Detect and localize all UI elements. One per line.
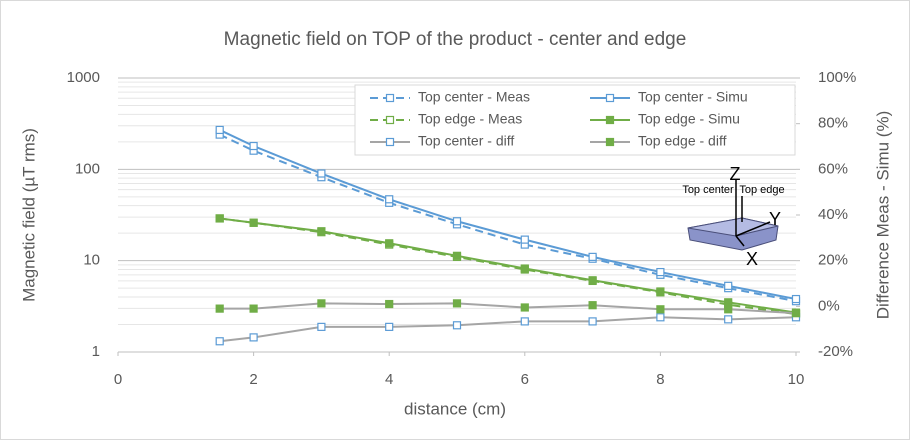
marker [657,269,664,276]
legend-marker [607,95,614,102]
marker [589,302,596,309]
y-axis-title: Magnetic field (µT rms) [19,128,38,302]
marker [216,305,223,312]
marker [216,215,223,222]
marker [793,310,800,317]
marker [725,282,732,289]
legend-marker [387,139,394,146]
marker [521,304,528,311]
chart-title: Magnetic field on TOP of the product - c… [224,29,687,50]
marker [725,299,732,306]
y2-tick-label: -20% [818,343,853,360]
marker [386,240,393,247]
marker [250,143,257,150]
marker [657,288,664,295]
page: Magnetic field on TOP of the product - c… [0,0,911,441]
marker [386,301,393,308]
marker [318,323,325,330]
marker [318,170,325,177]
marker [725,316,732,323]
legend-label: Top edge - Simu [638,111,740,127]
legend-marker [607,117,614,124]
annotation: X [746,249,758,269]
marker [318,300,325,307]
annotation: Top edge [739,184,784,196]
x-tick-label: 4 [385,371,393,388]
marker [589,318,596,325]
marker [589,277,596,284]
marker [216,126,223,133]
marker [521,265,528,272]
legend-label: Top center - Meas [418,89,530,105]
legend-label: Top edge - Meas [418,111,522,127]
y2-tick-label: 100% [818,69,856,86]
legend-label: Top edge - diff [638,133,727,149]
marker [725,306,732,313]
marker [318,228,325,235]
marker [250,305,257,312]
marker [521,236,528,243]
legend-marker [387,117,394,124]
marker [386,323,393,330]
annotation: Z [730,164,741,184]
legend-marker [607,139,614,146]
marker [454,322,461,329]
marker [454,300,461,307]
x-tick-label: 2 [249,371,257,388]
y2-tick-label: 80% [818,115,848,132]
legend-label: Top center - diff [418,133,514,149]
y-tick-label: 10 [83,252,100,269]
marker [657,306,664,313]
marker [250,334,257,341]
y2-tick-label: 40% [818,206,848,223]
y-tick-label: 100 [75,160,100,177]
marker [386,196,393,203]
marker [216,338,223,345]
annotation: Y [769,209,781,229]
marker [454,218,461,225]
y2-tick-label: 0% [818,297,840,314]
x-tick-label: 8 [656,371,664,388]
marker [589,253,596,260]
legend-marker [387,95,394,102]
y2-tick-label: 60% [818,160,848,177]
marker [521,318,528,325]
y2-tick-label: 20% [818,252,848,269]
legend-label: Top center - Simu [638,89,748,105]
x-tick-label: 0 [114,371,122,388]
x-tick-label: 10 [788,371,805,388]
x-axis-title: distance (cm) [404,399,506,418]
x-tick-label: 6 [521,371,529,388]
annotation: Top center [682,184,734,196]
y-tick-label: 1000 [67,69,100,86]
y-tick-label: 1 [92,343,100,360]
marker [657,314,664,321]
marker [250,219,257,226]
marker [793,296,800,303]
y2-axis-title: Difference Meas - Simu (%) [873,111,892,319]
chart: Magnetic field on TOP of the product - c… [0,0,911,441]
marker [454,252,461,259]
